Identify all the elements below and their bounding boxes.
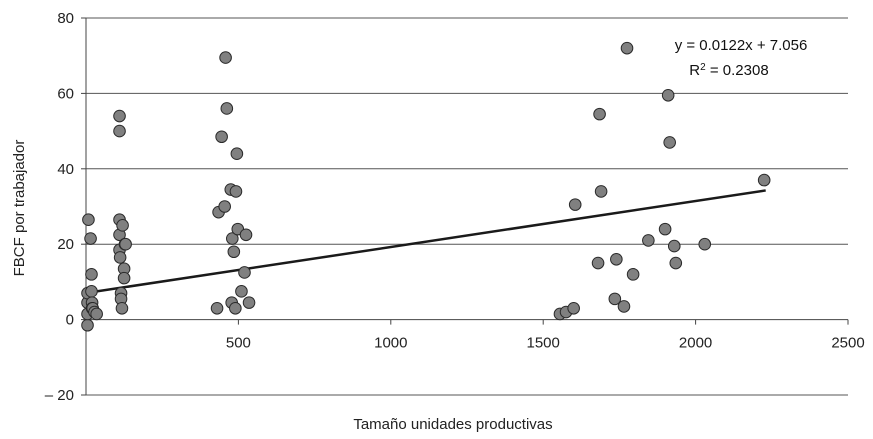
x-tick-label-1: 1000 [374,335,407,352]
data-point-56 [626,268,640,281]
data-point-59 [661,88,675,102]
data-point-13 [113,109,126,123]
data-point-53 [610,252,623,266]
data-point-62 [669,256,683,270]
data-point-52 [608,292,622,306]
data-point-38 [229,185,243,198]
trendline-equation: y = 0.0122x + 7.056 [675,37,808,54]
data-point-49 [591,256,605,270]
data-point-22 [116,219,129,232]
x-tick-label-2: 1500 [527,335,560,352]
data-point-4 [82,213,95,226]
data-point-29 [215,130,228,144]
data-point-64 [757,173,771,187]
y-axis-title: FBCF por trabajador [11,140,28,277]
data-point-37 [229,301,242,315]
y-tick-label-4: 60 [57,85,74,102]
data-point-5 [84,232,97,245]
data-point-26 [119,237,132,251]
data-point-58 [658,222,672,236]
y-tick-label-0: – 20 [45,387,74,404]
trendline [85,189,766,295]
data-point-57 [642,234,655,247]
axes [81,17,849,396]
data-point-41 [235,285,248,298]
data-point-12 [90,307,103,321]
tick-labels: – 20 0 20 40 60 80 500 1000 1500 2000 2500 [45,10,865,404]
data-point-14 [113,124,126,138]
r-squared-label: R2 = 0.2308 [689,62,768,80]
data-point-44 [242,296,256,309]
data-point-32 [220,102,234,115]
data-point-6 [85,268,98,281]
data-point-54 [617,300,631,313]
y-tick-label-5: 80 [57,10,74,27]
x-tick-label-0: 500 [226,335,251,352]
trendline-group [85,189,766,295]
data-point-30 [218,200,231,213]
data-point-24 [117,271,131,285]
y-tick-label-2: 20 [57,236,74,253]
data-point-61 [667,239,681,253]
data-point-55 [620,41,634,55]
data-points [81,41,771,332]
y-tick-label-1: 0 [66,312,74,329]
data-point-63 [698,237,712,251]
data-point-47 [567,301,580,315]
data-point-21 [115,301,129,315]
x-axis-title: Tamaño unidades productivas [353,416,552,433]
y-tick-label-3: 40 [57,161,74,178]
data-point-42 [238,266,251,279]
data-point-35 [226,232,239,245]
data-point-50 [593,107,606,121]
data-point-7 [85,285,98,298]
data-point-48 [568,198,582,211]
gridlines [86,17,848,396]
data-point-31 [219,51,232,64]
data-point-18 [113,251,127,264]
data-point-51 [594,185,608,198]
x-tick-label-4: 2500 [831,335,864,352]
data-point-43 [239,228,253,242]
data-point-36 [227,245,241,259]
data-point-27 [210,301,224,315]
data-point-60 [663,136,676,149]
x-tick-label-3: 2000 [679,335,712,352]
data-point-0 [81,318,94,332]
data-point-39 [230,147,244,161]
